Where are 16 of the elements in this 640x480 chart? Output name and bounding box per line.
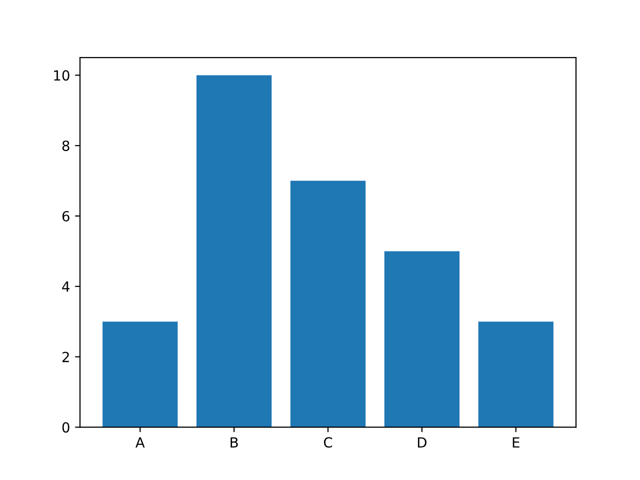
bar [102,322,178,428]
x-tick-label: C [324,437,332,448]
bar [478,322,554,428]
bar [196,75,272,428]
bar [290,180,366,428]
x-tick-label: B [230,437,238,448]
x-tick-label: A [135,437,145,448]
y-tick-label: 4 [62,282,70,292]
y-tick-label: 6 [62,210,70,222]
y-tick-label: 2 [62,352,69,362]
y-tick-label: 10 [54,70,70,81]
x-tick-label: D [418,437,426,448]
x-tick-label: E [512,437,520,448]
y-tick-label: 0 [62,422,70,433]
y-tick-label: 8 [62,140,70,152]
bar [384,251,460,428]
